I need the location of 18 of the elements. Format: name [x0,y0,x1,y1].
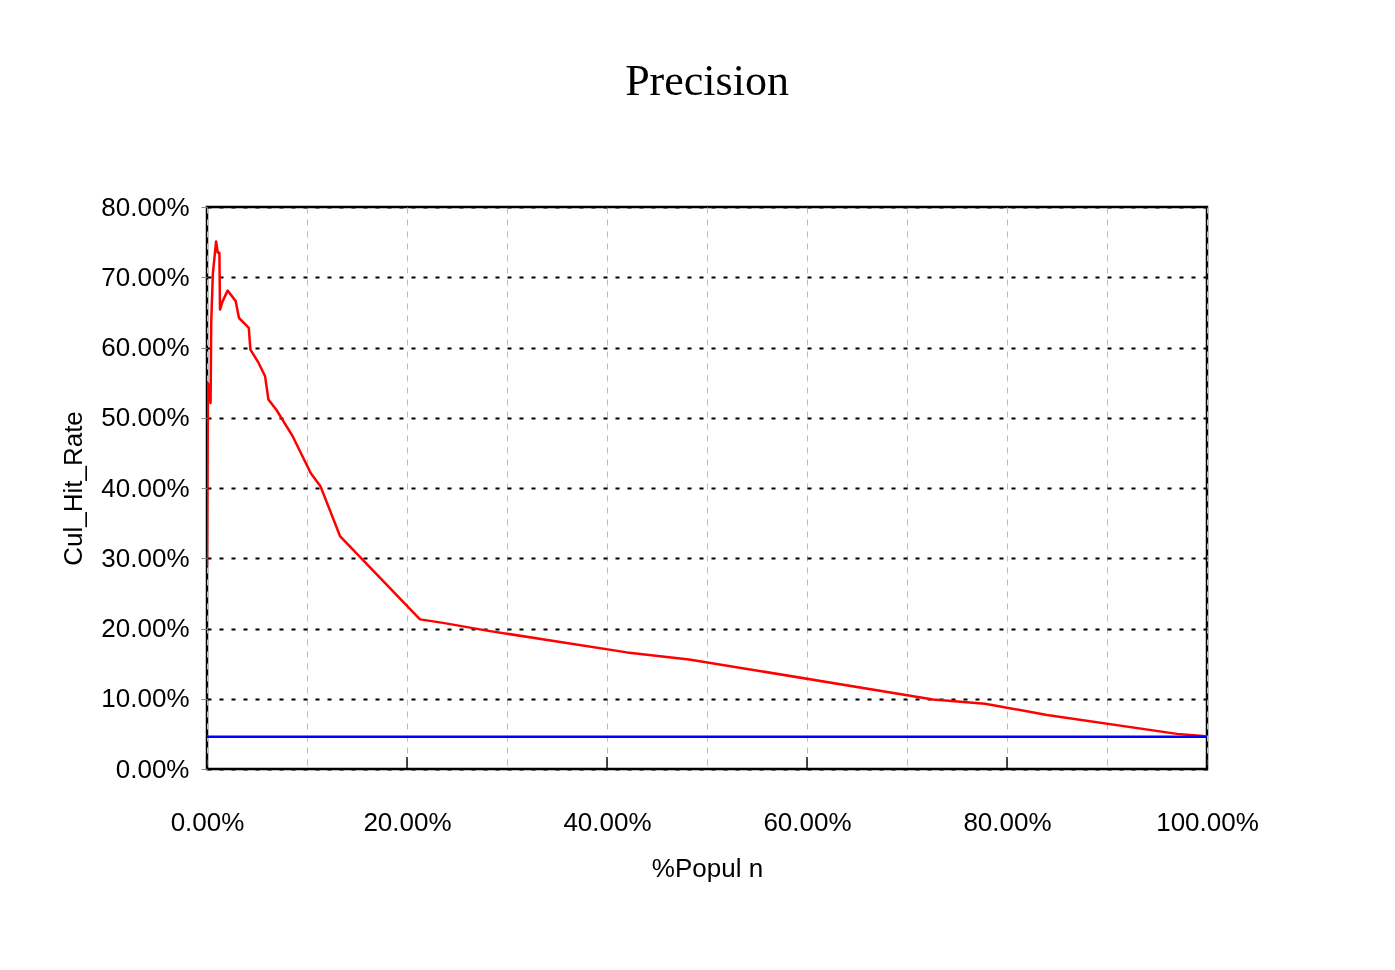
x-tick-label: 40.00% [563,806,652,837]
y-tick-label: 40.00% [101,472,190,503]
y-tick-label: 20.00% [101,613,190,643]
x-tick-label: 0.00% [170,806,245,837]
x-tick-label: 60.00% [763,806,852,837]
y-tick-label: 10.00% [101,683,190,714]
y-axis-title: Cul_Hit_Rate [58,411,89,566]
y-tick-label: 70.00% [101,261,190,292]
chart-title: Precision [625,56,789,105]
x-tick-label: 100.00% [1156,806,1259,837]
x-axis-title: %Popul n [651,852,764,883]
x-tick-label: 80.00% [963,806,1052,837]
y-tick-label: 60.00% [101,332,190,362]
y-tick-label: 80.00% [101,191,190,222]
x-tick-label: 20.00% [363,806,452,837]
y-tick-label: 30.00% [101,542,190,573]
y-tick-label: 50.00% [101,402,190,433]
y-tick-label: 0.00% [115,753,190,784]
